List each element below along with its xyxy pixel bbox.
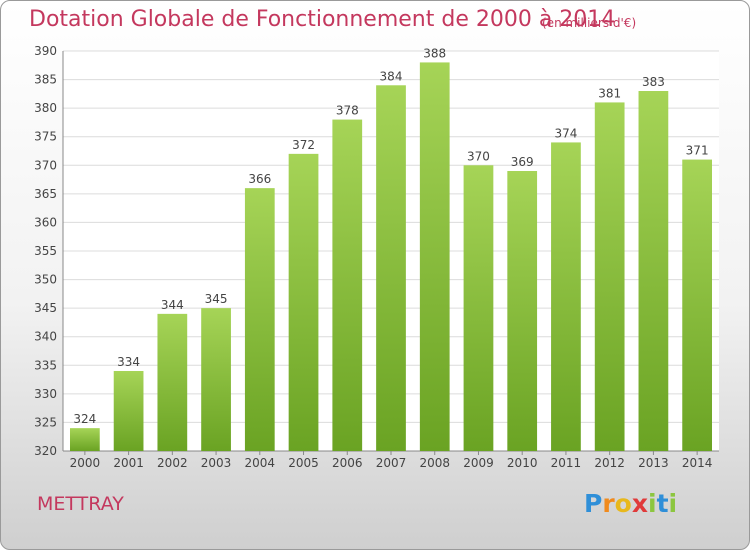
x-tick-label: 2013 [638,456,669,470]
y-tick-label: 370 [34,158,57,172]
bar-2007 [376,85,406,452]
bar-2009 [463,165,494,452]
y-tick-label: 325 [34,415,57,429]
y-tick-label: 355 [34,244,57,258]
bar-2010 [507,171,538,451]
proxiti-logo: Proxiti [584,489,677,518]
bar-2004 [244,188,275,451]
data-label: 378 [336,104,359,118]
bar-2000 [69,428,100,451]
y-tick-label: 350 [34,273,57,287]
data-label: 371 [686,144,709,158]
bar-2014 [682,159,713,452]
logo-letter: i [648,489,657,518]
data-label: 334 [117,355,140,369]
x-tick-label: 2010 [507,456,538,470]
x-tick-label: 2009 [463,456,494,470]
data-label: 372 [292,138,315,152]
data-label: 381 [598,86,621,100]
data-label: 369 [511,155,534,169]
logo-letter: i [668,489,678,518]
y-tick-label: 390 [34,44,57,58]
y-tick-label: 345 [34,301,57,315]
x-tick-label: 2005 [288,456,319,470]
logo-letter: x [631,489,648,518]
x-tick-label: 2002 [157,456,188,470]
x-tick-label: 2012 [594,456,625,470]
bar-2005 [288,153,319,451]
bar-2008 [419,62,450,452]
x-tick-label: 2006 [332,456,363,470]
y-tick-label: 365 [34,187,57,201]
y-tick-label: 375 [34,130,57,144]
data-label: 383 [642,75,665,89]
x-tick-label: 2011 [551,456,582,470]
data-label: 345 [205,292,228,306]
y-tick-label: 385 [34,73,57,87]
logo-letter: t [656,489,669,518]
commune-name: METTRAY [37,493,124,515]
chart-title: Dotation Globale de Fonctionnement de 20… [29,7,616,32]
data-label: 374 [554,126,577,140]
data-label: 366 [248,172,271,186]
logo-letter: r [602,489,615,518]
x-tick-label: 2003 [201,456,232,470]
bar-2012 [594,102,625,451]
x-tick-label: 2007 [376,456,407,470]
y-tick-label: 380 [34,101,57,115]
logo-letter: o [614,489,632,518]
bar-2001 [113,371,144,451]
y-tick-label: 360 [34,215,57,229]
data-label: 370 [467,149,490,163]
x-tick-label: 2014 [682,456,713,470]
data-label: 324 [73,412,96,426]
x-tick-label: 2001 [113,456,144,470]
x-tick-label: 2008 [419,456,450,470]
data-label: 344 [161,298,184,312]
data-label: 384 [380,69,403,83]
bar-2013 [638,91,669,451]
bar-2003 [201,308,231,451]
y-tick-label: 330 [34,387,57,401]
bar-2002 [157,313,188,451]
y-tick-label: 320 [34,444,57,458]
x-tick-label: 2004 [245,456,276,470]
bar-2011 [551,142,581,451]
chart-subtitle: (en milliers d'€) [542,16,637,30]
logo-letter: P [584,489,603,518]
y-tick-label: 340 [34,330,57,344]
bar-2006 [332,119,363,452]
y-tick-label: 335 [34,358,57,372]
data-label: 388 [423,46,446,60]
x-tick-label: 2000 [70,456,101,470]
